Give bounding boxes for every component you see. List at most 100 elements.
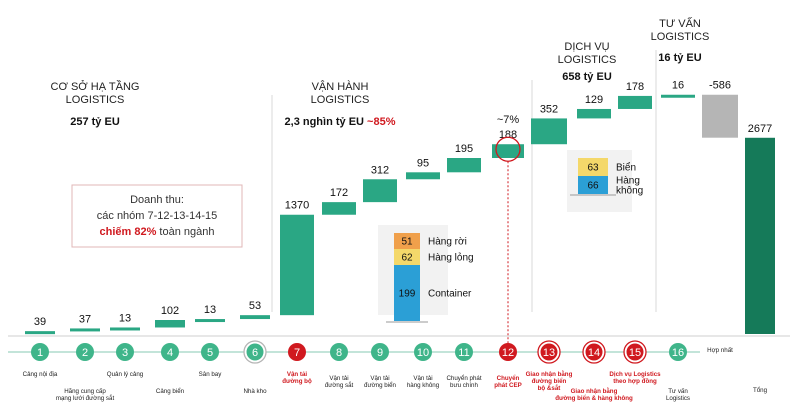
inset-segment-label: Hàng	[616, 176, 640, 187]
cep-share-label: ~7%	[497, 114, 520, 126]
bar-value-label: 37	[79, 313, 91, 325]
category-label: Quản lý cảng	[107, 371, 144, 378]
waterfall-bar	[363, 179, 397, 203]
bar-value-label: 102	[161, 305, 179, 317]
section-value: 2,3 nghìn tỷ EU ~85%	[285, 116, 396, 128]
waterfall-bar	[70, 328, 100, 332]
category-label: Vận tải	[287, 371, 308, 378]
inset-segment-value: 66	[587, 181, 599, 192]
category-number: 5	[207, 347, 213, 359]
section-title: VẬN HÀNH	[312, 80, 369, 93]
inset-segment	[394, 249, 420, 265]
waterfall-bar	[745, 137, 775, 334]
waterfall-bar	[618, 95, 652, 109]
category-label: đường biển & hàng không	[555, 395, 633, 402]
bar-value-label: 39	[34, 316, 46, 328]
category-label: Vận tải	[329, 375, 348, 382]
revenue-note-share: chiếm 82%	[100, 226, 157, 238]
category-hợp-nhất: Hợp nhất	[707, 347, 733, 354]
inset-segment-value: 63	[587, 163, 599, 174]
waterfall-bar	[661, 94, 695, 98]
category-label: đường biển	[532, 378, 567, 385]
revenue-note-line1: Doanh thu:	[130, 194, 184, 206]
category-number: 14	[588, 347, 600, 359]
category-label: Giao nhận bằng	[526, 371, 573, 378]
category-label: Vận tải	[370, 375, 389, 382]
category-label: hàng không	[407, 382, 440, 389]
category-label: mạng lưới đường sắt	[56, 395, 115, 402]
category-number-circle	[288, 343, 306, 361]
bar-value-label: 129	[585, 94, 603, 106]
category-label: đường biển	[364, 382, 396, 389]
category-number: 2	[82, 347, 88, 359]
section-value: 658 tỷ EU	[562, 71, 612, 83]
waterfall-bar	[280, 214, 314, 316]
category-label: Dịch vụ Logistics	[609, 371, 661, 378]
category-number-circle	[201, 343, 219, 361]
category-6: 6 Nhà kho	[243, 340, 267, 395]
bar-value-label: 95	[417, 157, 429, 169]
inset-segment-label: Hàng lỏng	[428, 252, 474, 264]
category-number-circle	[540, 343, 558, 361]
category-label: Tư vấn	[668, 388, 688, 395]
bar-value-label: -586	[709, 80, 731, 92]
waterfall-bar	[492, 144, 524, 159]
category-number-circle	[626, 343, 644, 361]
section-title: LOGISTICS	[651, 31, 710, 43]
revenue-note-line3: chiếm 82% toàn ngành	[100, 226, 215, 238]
category-4: 4 Cảng biển	[156, 343, 185, 395]
waterfall-bar	[25, 331, 55, 335]
category-5: 5 Sân bay	[199, 343, 223, 378]
waterfall-bar	[447, 158, 481, 173]
revenue-note-box	[71, 184, 243, 248]
category-number-circle	[161, 343, 179, 361]
bar-value-label: 53	[249, 300, 261, 312]
bar-value-label: 178	[626, 81, 644, 93]
category-number: 12	[502, 347, 514, 359]
category-number: 10	[417, 347, 429, 359]
section-value-share: ~85%	[367, 116, 396, 128]
category-number-circle	[455, 343, 473, 361]
section-value: 257 tỷ EU	[70, 116, 120, 128]
revenue-note-line2: các nhóm 7-12-13-14-15	[97, 210, 217, 222]
category-label: Chuyển phát	[446, 375, 481, 382]
section-title: CƠ SỞ HẠ TẦNG	[51, 80, 140, 93]
category-label: Chuyển	[497, 375, 520, 382]
section-title: DỊCH VỤ	[564, 41, 609, 53]
inset-segment-label: Container	[428, 289, 472, 300]
category-label: theo hợp đồng	[613, 378, 657, 385]
category-number-circle	[31, 343, 49, 361]
category-number-circle	[669, 343, 687, 361]
category-label: Hãng cung cấp	[64, 388, 106, 395]
category-label: đường bộ	[282, 378, 312, 385]
category-label: bưu chính	[450, 382, 478, 389]
waterfall-bar	[577, 108, 611, 119]
category-number-circle	[116, 343, 134, 361]
category-label: đường sắt	[325, 382, 354, 389]
category-label: Cảng biển	[156, 388, 185, 395]
category-number: 9	[377, 347, 383, 359]
category-number: 6	[252, 347, 258, 359]
bar-value-label: 312	[371, 164, 389, 176]
inset-segment	[578, 158, 608, 176]
waterfall-bar	[195, 319, 225, 323]
bar-value-label: 1370	[285, 200, 309, 212]
category-1: 1 Cảng nội địa	[23, 343, 58, 378]
inset-segment	[578, 176, 608, 194]
category-label: Giao nhận bằng	[571, 388, 618, 395]
inset-segment-value: 62	[401, 253, 413, 264]
section-title: TƯ VẤN	[659, 17, 701, 30]
waterfall-bar	[155, 319, 185, 328]
category-number: 3	[122, 347, 128, 359]
bar-value-label: 13	[119, 312, 131, 324]
category-label: Sân bay	[199, 371, 223, 378]
